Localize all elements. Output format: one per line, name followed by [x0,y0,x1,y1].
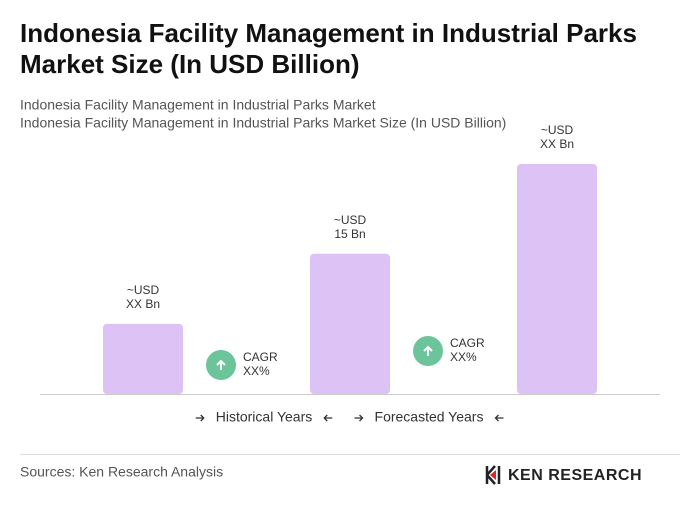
period-arrow [494,414,504,422]
logo-icon [485,465,501,485]
logo-icon [490,470,496,480]
cagr-label: CAGR XX% [450,336,485,364]
period-label: Forecasted Years [375,409,484,425]
subtitle: Indonesia Facility Management in Industr… [20,115,506,131]
subtitle: Indonesia Facility Management in Industr… [20,97,376,113]
cagr-arrow [423,345,433,356]
value-label: ~USD XX Bn [126,283,160,311]
source: Sources: Ken Research Analysis [20,464,223,480]
logo: KEN RESEARCH [485,465,642,485]
cagr-arrow [216,359,226,370]
chart-title: Indonesia Facility Management in Industr… [20,18,637,48]
bar [103,323,183,394]
logo-text: KEN RESEARCH [508,467,642,484]
cagr-label: CAGR XX% [243,350,278,378]
value-label: ~USD XX Bn [540,123,574,151]
chart-title: Market Size (In USD Billion) [20,49,360,79]
period-arrow [323,414,333,422]
period-arrow [195,414,205,422]
bar [517,164,597,394]
period-arrow [354,414,364,422]
bar [310,253,390,394]
value-label: ~USD 15 Bn [334,213,367,241]
period-label: Historical Years [216,409,313,425]
